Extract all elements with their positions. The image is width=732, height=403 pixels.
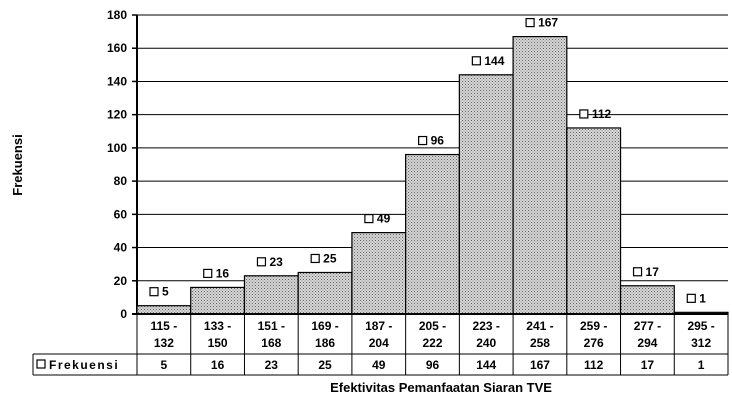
- x-tick-label: 150: [208, 336, 228, 350]
- y-tick-label: 140: [107, 74, 127, 88]
- data-label: 17: [646, 265, 660, 279]
- table-value: 25: [318, 358, 332, 372]
- data-label-key-icon: [579, 109, 589, 119]
- legend-series-name: Frekuensi: [49, 358, 119, 372]
- x-tick-label: 168: [261, 336, 281, 350]
- table-value: 167: [530, 358, 550, 372]
- data-label: 167: [538, 16, 558, 30]
- data-label: 16: [216, 266, 230, 280]
- y-tick-label: 160: [107, 41, 127, 55]
- x-tick-label: 187 -: [365, 319, 392, 333]
- data-label-key-icon: [310, 253, 320, 264]
- bar: [405, 153, 460, 315]
- x-tick-label: 169 -: [311, 319, 338, 333]
- y-tick-label: 20: [114, 274, 128, 288]
- x-tick-label: 258: [530, 336, 550, 350]
- bar: [136, 305, 192, 315]
- table-value: 5: [161, 358, 168, 372]
- data-label-key-icon: [632, 267, 643, 277]
- table-value: 49: [372, 358, 386, 372]
- x-tick-label: 222: [422, 336, 442, 350]
- y-tick-label: 0: [120, 307, 127, 321]
- x-tick-label: 259 -: [580, 319, 607, 333]
- bar: [566, 127, 622, 315]
- x-tick-label: 312: [691, 336, 711, 350]
- bar: [619, 285, 675, 315]
- y-axis-label: Frekuensi: [10, 134, 25, 195]
- table-value: 112: [584, 358, 604, 372]
- bar: [458, 74, 514, 315]
- y-tick-label: 40: [114, 241, 128, 255]
- legend-key-icon: [36, 359, 46, 369]
- data-label-key-icon: [471, 56, 481, 66]
- table-value: 16: [211, 358, 225, 372]
- y-tick-label: 180: [107, 8, 127, 22]
- table-value: 144: [476, 358, 496, 372]
- data-label: 144: [484, 54, 504, 68]
- data-label: 23: [269, 255, 283, 269]
- data-label-key-icon: [525, 17, 535, 28]
- x-tick-label: 151 -: [258, 319, 285, 333]
- data-label: 112: [592, 107, 612, 121]
- y-tick-label: 100: [107, 141, 127, 155]
- bar: [297, 271, 353, 315]
- table-value: 17: [641, 358, 655, 372]
- x-tick-label: 223 -: [473, 319, 500, 333]
- x-tick-label: 133 -: [204, 319, 231, 333]
- data-label: 5: [162, 285, 169, 299]
- data-label-key-icon: [364, 214, 374, 224]
- bar: [243, 275, 299, 315]
- table-value: 1: [698, 358, 705, 372]
- table-value: 23: [265, 358, 279, 372]
- x-tick-label: 241 -: [526, 319, 553, 333]
- x-tick-label: 205 -: [419, 319, 446, 333]
- bar: [512, 35, 568, 315]
- y-tick-label: 80: [114, 174, 128, 188]
- bar: [351, 232, 407, 315]
- x-tick-label: 204: [369, 336, 389, 350]
- y-tick-label: 60: [114, 207, 128, 221]
- x-tick-label: 294: [637, 336, 657, 350]
- data-label-key-icon: [203, 268, 213, 279]
- table-value: 96: [426, 358, 440, 372]
- data-label-key-icon: [256, 257, 267, 267]
- data-label: 49: [377, 212, 391, 226]
- x-tick-label: 115 -: [151, 319, 178, 333]
- x-tick-label: 186: [315, 336, 335, 350]
- data-label: 1: [699, 291, 706, 305]
- data-label-key-icon: [686, 293, 696, 303]
- data-label: 96: [431, 134, 445, 148]
- x-tick-label: 277 -: [634, 319, 661, 333]
- x-tick-label: 295 -: [687, 319, 714, 333]
- y-tick-label: 120: [107, 108, 127, 122]
- x-tick-label: 276: [584, 336, 604, 350]
- x-axis-label: Efektivitas Pemanfaatan Siaran TVE: [330, 380, 552, 395]
- data-label: 25: [323, 251, 337, 265]
- data-label-key-icon: [418, 135, 428, 146]
- x-tick-label: 132: [154, 336, 174, 350]
- x-tick-label: 240: [476, 336, 496, 350]
- data-label-key-icon: [149, 287, 159, 297]
- bar: [190, 286, 246, 315]
